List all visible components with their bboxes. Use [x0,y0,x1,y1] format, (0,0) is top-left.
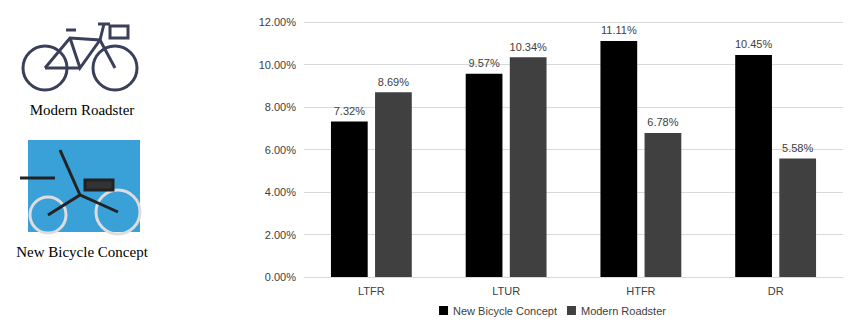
svg-text:10.45%: 10.45% [735,38,773,50]
svg-text:9.57%: 9.57% [468,57,499,69]
html-text:New Bicycle Concept: New Bicycle Concept [16,244,148,260]
svg-text:LTUR: LTUR [492,285,520,297]
svg-text:6.78%: 6.78% [647,116,678,128]
svg-text:8.00%: 8.00% [265,101,296,113]
svg-text:0.00%: 0.00% [265,271,296,283]
svg-text:Modern Roadster: Modern Roadster [581,305,666,317]
svg-text:8.69%: 8.69% [378,76,409,88]
svg-text:2.00%: 2.00% [265,229,296,241]
svg-text:10.00%: 10.00% [259,59,297,71]
svg-text:6.00%: 6.00% [265,144,296,156]
svg-text:DR: DR [768,285,784,297]
svg-text:12.00%: 12.00% [259,16,297,28]
svg-text:7.32%: 7.32% [334,105,365,117]
svg-text:LTFR: LTFR [358,285,385,297]
svg-text:HTFR: HTFR [626,285,655,297]
svg-text:11.11%: 11.11% [601,24,637,36]
svg-text:New Bicycle Concept: New Bicycle Concept [453,305,557,317]
svg-text:5.58%: 5.58% [782,142,813,154]
svg-text:10.34%: 10.34% [510,41,548,53]
html-text:Modern Roadster: Modern Roadster [29,102,135,118]
svg-text:4.00%: 4.00% [265,186,296,198]
